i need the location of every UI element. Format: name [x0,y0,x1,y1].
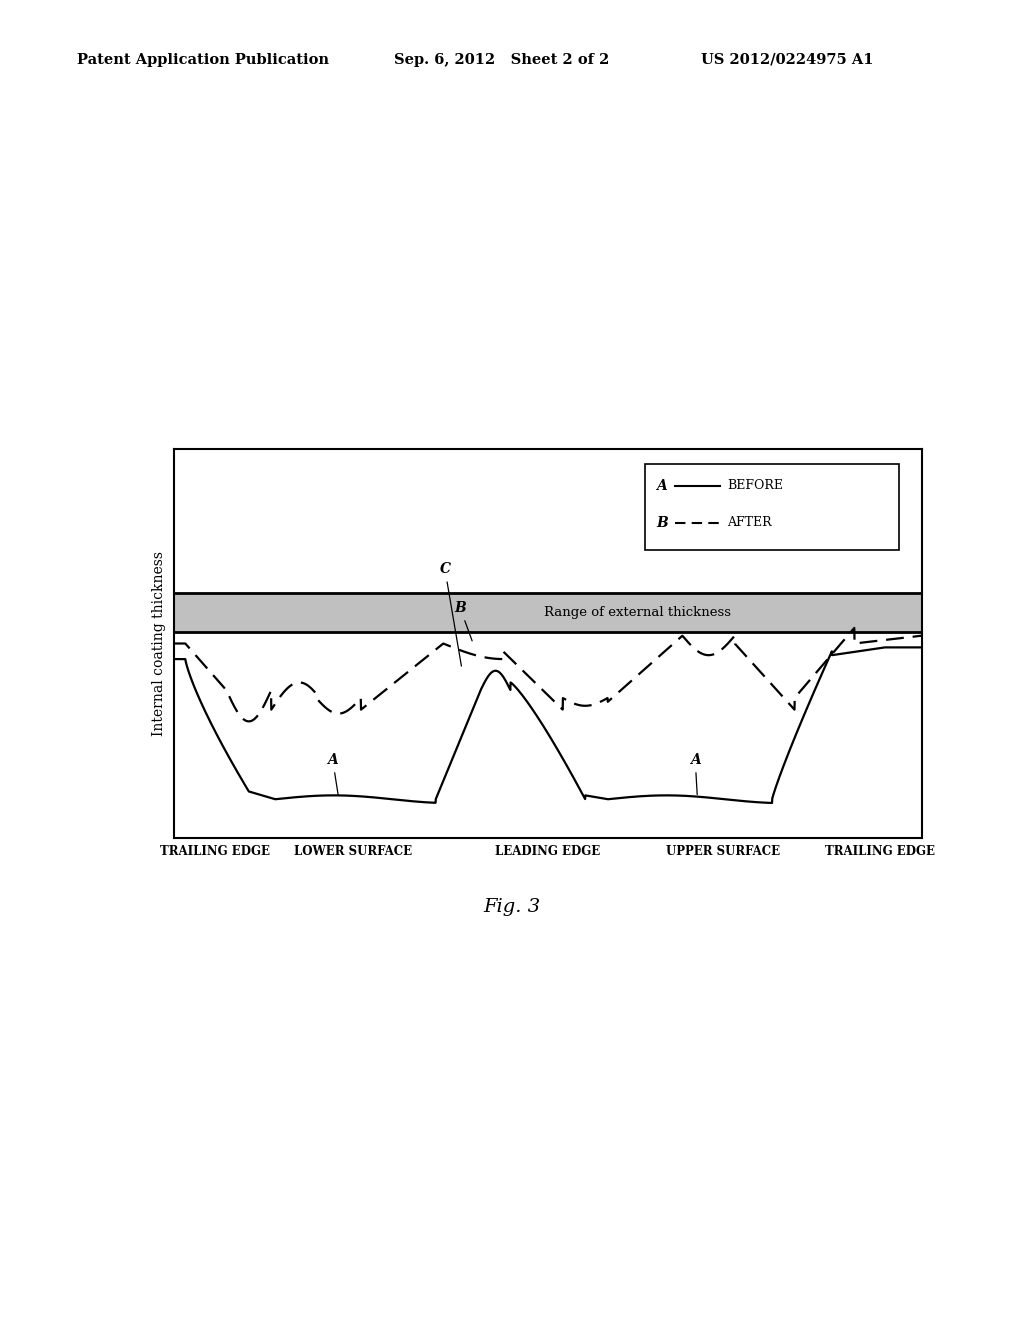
Text: US 2012/0224975 A1: US 2012/0224975 A1 [701,53,873,67]
Text: Patent Application Publication: Patent Application Publication [77,53,329,67]
Text: AFTER: AFTER [727,516,772,529]
Text: LOWER SURFACE: LOWER SURFACE [295,845,413,858]
Bar [174,593,922,632]
Text: Fig. 3: Fig. 3 [483,898,541,916]
Text: UPPER SURFACE: UPPER SURFACE [667,845,780,858]
Bar [645,465,899,550]
Text: Range of external thickness: Range of external thickness [544,606,731,619]
Text: TRAILING EDGE: TRAILING EDGE [160,845,270,858]
Text: B: B [656,516,668,529]
Text: A: A [690,754,700,795]
Text: A: A [328,754,338,795]
Text: C: C [439,562,462,667]
Text: LEADING EDGE: LEADING EDGE [496,845,600,858]
Text: A: A [656,479,667,492]
Text: Sep. 6, 2012   Sheet 2 of 2: Sep. 6, 2012 Sheet 2 of 2 [394,53,609,67]
Text: B: B [455,602,472,642]
Y-axis label: Internal coating thickness: Internal coating thickness [152,550,166,737]
Text: TRAILING EDGE: TRAILING EDGE [825,845,936,858]
Text: BEFORE: BEFORE [727,479,783,492]
